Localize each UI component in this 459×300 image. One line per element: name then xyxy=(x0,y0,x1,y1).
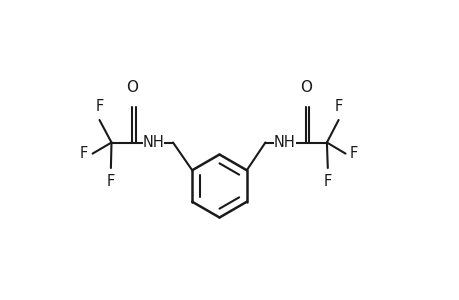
Text: O: O xyxy=(126,80,138,95)
Text: F: F xyxy=(95,99,103,114)
Text: O: O xyxy=(299,80,311,95)
Text: NH: NH xyxy=(274,135,295,150)
Text: F: F xyxy=(349,146,358,161)
Text: F: F xyxy=(334,99,342,114)
Text: F: F xyxy=(106,174,115,189)
Text: NH: NH xyxy=(142,135,164,150)
Text: F: F xyxy=(80,146,88,161)
Text: F: F xyxy=(323,174,331,189)
